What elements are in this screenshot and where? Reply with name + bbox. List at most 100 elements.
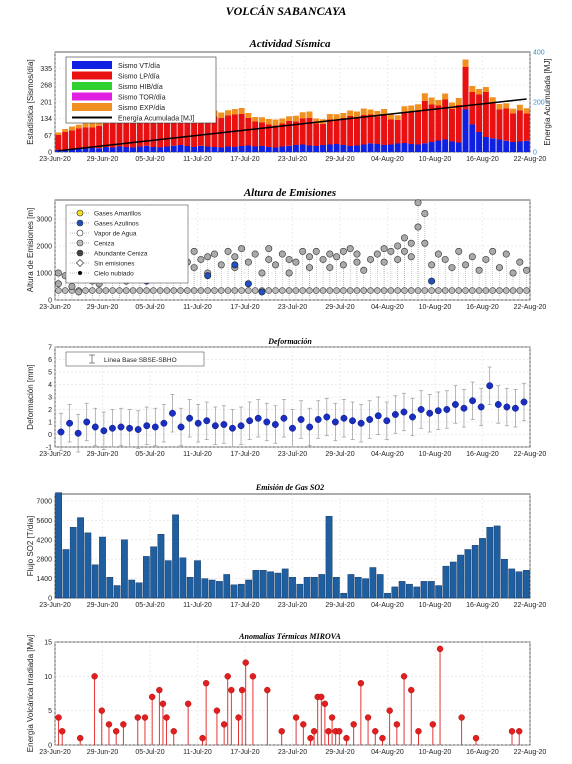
so2-bar bbox=[347, 574, 355, 599]
emission-point bbox=[346, 245, 354, 253]
seismic-bar bbox=[136, 117, 143, 147]
deformation-point bbox=[134, 426, 142, 433]
so2-bar bbox=[142, 556, 150, 599]
mirova-point bbox=[242, 659, 249, 666]
seismic-bar bbox=[150, 117, 157, 147]
seismic-bar bbox=[163, 122, 170, 147]
x-tick-label: 22-Aug-20 bbox=[514, 304, 547, 311]
mirova-point bbox=[372, 728, 379, 735]
seismic-bar bbox=[408, 111, 415, 144]
seismic-bar bbox=[89, 127, 96, 148]
emission-point-azulinos bbox=[428, 277, 436, 285]
emission-point bbox=[360, 266, 368, 274]
x-tick-label: 11-Jul-20 bbox=[183, 304, 212, 311]
emission-point bbox=[285, 287, 293, 294]
y-axis-label: Estadística [Sismos/día] bbox=[26, 59, 35, 144]
y-tick-label: 4 bbox=[48, 382, 52, 389]
emission-point bbox=[374, 287, 381, 294]
so2-bar bbox=[471, 545, 479, 599]
seismic-bar bbox=[265, 124, 272, 147]
seismic-bar bbox=[353, 117, 360, 146]
mirova-point bbox=[58, 728, 66, 735]
emission-point bbox=[333, 287, 340, 294]
seismic-bar bbox=[225, 115, 232, 147]
legend-marker bbox=[76, 209, 84, 217]
legend-swatch bbox=[72, 71, 112, 80]
x-tick-label: 10-Aug-20 bbox=[419, 749, 452, 756]
seismic-bar bbox=[197, 145, 204, 152]
mirova-point bbox=[213, 707, 221, 714]
seismic-bar bbox=[435, 140, 442, 152]
seismic-bar bbox=[360, 144, 367, 152]
x-tick-label: 23-Jul-20 bbox=[278, 602, 307, 609]
emission-point bbox=[75, 288, 83, 296]
x-tick-label: 23-Jun-20 bbox=[39, 451, 71, 458]
mirova-point bbox=[264, 686, 271, 694]
deformation-point bbox=[57, 428, 65, 436]
y-tick-label: 0 bbox=[48, 432, 52, 439]
emission-point bbox=[333, 253, 341, 261]
seismic-bar bbox=[333, 120, 340, 144]
deformation-point bbox=[83, 418, 91, 426]
so2-bar bbox=[216, 581, 223, 599]
deformation-point bbox=[66, 419, 74, 427]
x-tick-label: 05-Jul-20 bbox=[135, 156, 164, 163]
seismic-bar bbox=[415, 110, 422, 145]
so2-bar bbox=[493, 525, 501, 599]
emission-point bbox=[326, 287, 334, 294]
emission-point bbox=[516, 287, 524, 294]
mirova-point bbox=[393, 721, 401, 728]
emission-point bbox=[211, 287, 218, 294]
deformation-point bbox=[357, 419, 365, 427]
x-tick-label: 17-Jul-20 bbox=[230, 451, 259, 458]
seismic-bar bbox=[279, 118, 286, 124]
seismic-bar bbox=[292, 121, 299, 145]
deformation-point bbox=[108, 424, 116, 432]
deformation-point bbox=[100, 427, 108, 435]
deformation-point bbox=[151, 423, 159, 431]
deformation-point bbox=[494, 401, 502, 408]
seismic-bar bbox=[245, 118, 252, 146]
emission-point bbox=[190, 287, 198, 294]
so2-bar bbox=[267, 571, 274, 599]
emission-point bbox=[496, 287, 503, 294]
mirova-point bbox=[120, 721, 127, 728]
deformation-point bbox=[143, 422, 151, 430]
seismic-bar bbox=[326, 119, 333, 145]
seismic-bar bbox=[62, 129, 69, 132]
seismic-bar bbox=[170, 145, 177, 152]
seismic-bar bbox=[272, 125, 279, 148]
x-tick-label: 23-Jun-20 bbox=[39, 156, 71, 163]
so2-bar bbox=[464, 549, 472, 599]
seismic-bar bbox=[252, 146, 259, 152]
emission-point bbox=[217, 261, 225, 269]
emission-point bbox=[340, 287, 347, 294]
seismic-bar bbox=[258, 117, 265, 123]
legend-swatch bbox=[72, 82, 112, 90]
chart-title-emission-height: Altura de Emisiones bbox=[243, 187, 336, 199]
mirova-point bbox=[386, 707, 393, 714]
emission-point bbox=[428, 287, 435, 294]
so2-bar bbox=[208, 579, 216, 599]
emission-point bbox=[380, 245, 388, 253]
deformation-point bbox=[391, 411, 399, 418]
seismic-bar bbox=[415, 144, 422, 152]
mirova-point bbox=[364, 714, 372, 721]
seismic-bar bbox=[510, 142, 517, 152]
seismic-bar bbox=[381, 145, 388, 152]
seismic-bar bbox=[211, 116, 218, 147]
seismic-bar bbox=[109, 122, 116, 148]
deformation-point bbox=[160, 419, 168, 427]
so2-bar bbox=[121, 539, 128, 599]
seismic-bar bbox=[170, 118, 177, 146]
seismic-bar bbox=[82, 123, 89, 128]
mirova-point bbox=[224, 673, 231, 680]
so2-bar bbox=[398, 581, 406, 599]
legend-label: Gases Azulinos bbox=[94, 221, 140, 228]
emission-point bbox=[421, 287, 429, 294]
seismic-bar bbox=[231, 147, 238, 152]
mirova-point bbox=[310, 728, 318, 735]
so2-bar bbox=[296, 583, 304, 599]
seismic-bar bbox=[326, 144, 333, 152]
y-tick-label: 201 bbox=[40, 99, 52, 106]
